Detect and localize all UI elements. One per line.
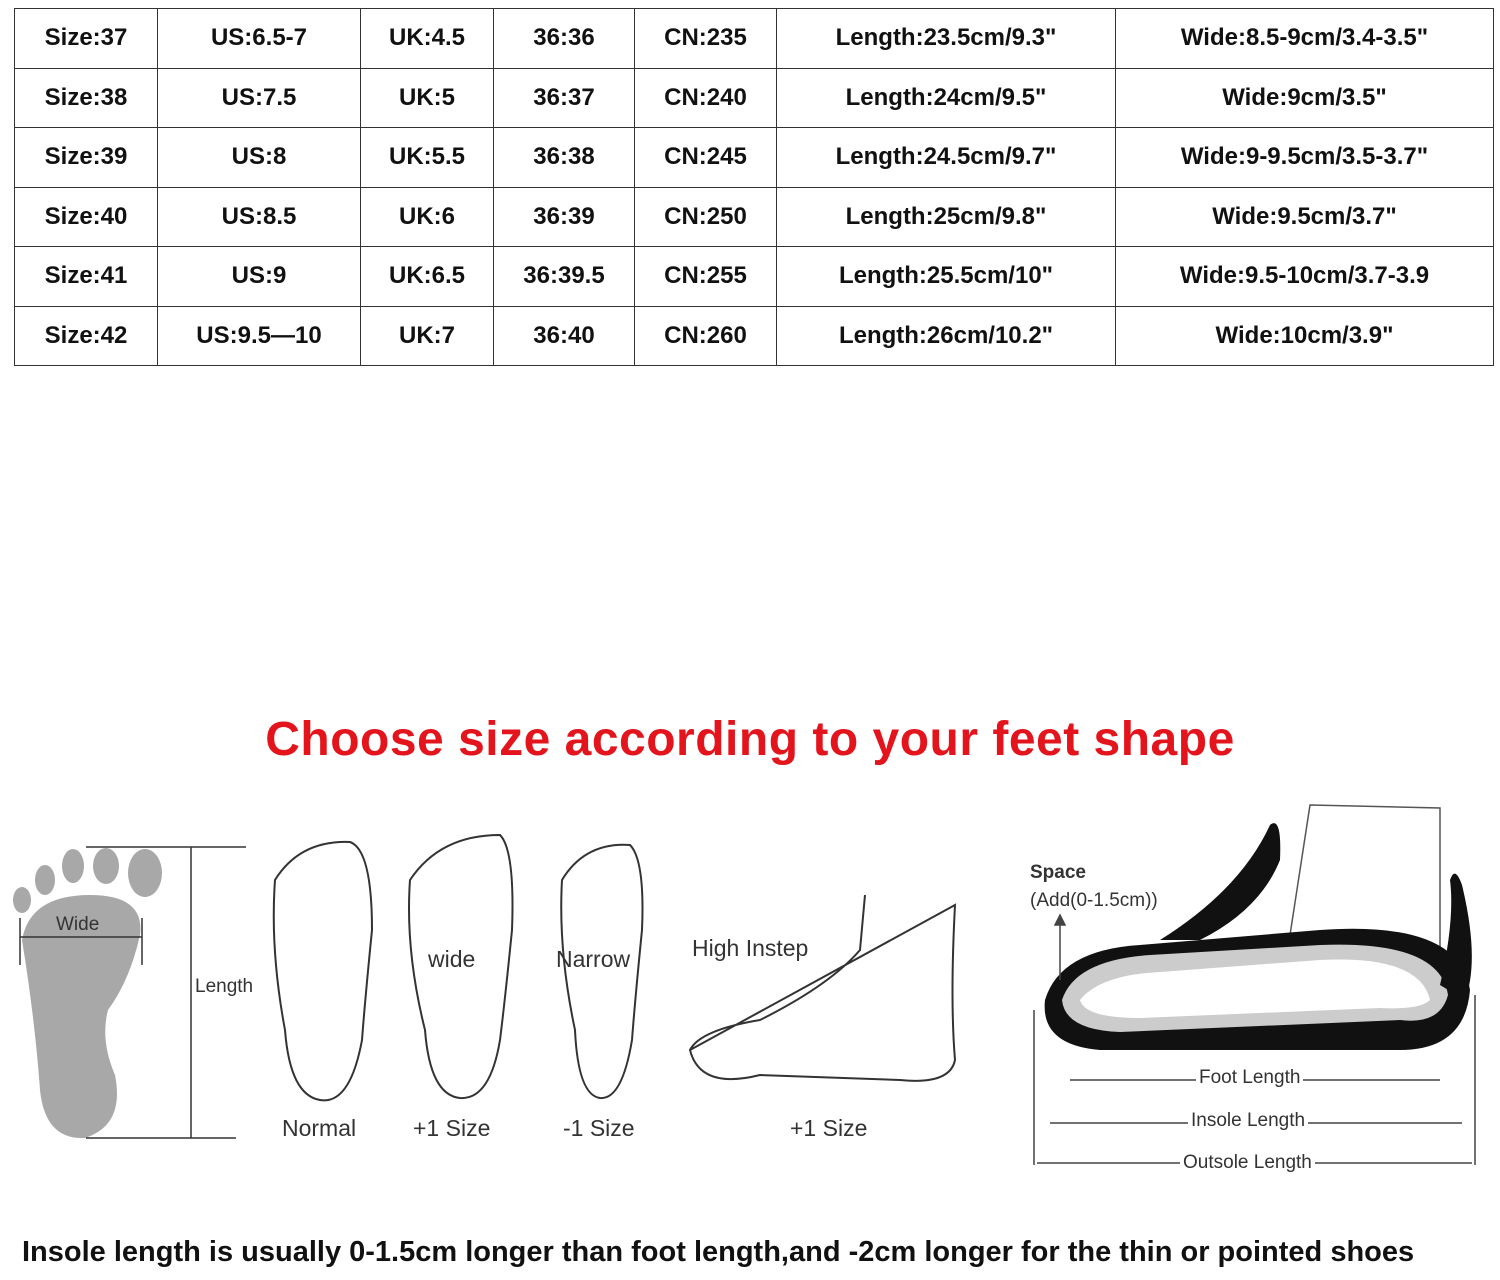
high-instep-foot-icon	[688, 894, 957, 1082]
table-cell: UK:5.5	[360, 127, 494, 188]
table-cell: Wide:9.5cm/3.7"	[1115, 186, 1494, 247]
table-cell: Size:41	[14, 246, 158, 307]
size-table: Size:37 US:6.5-7 UK:4.5 36:36 CN:235 Length:2…	[14, 8, 1494, 366]
table-row: Size:41 US:9 UK:6.5 36:39.5 CN:255 Length:25.…	[14, 246, 1494, 307]
table-cell: 36:39.5	[493, 246, 635, 307]
table-cell: US:9.5—10	[157, 305, 361, 366]
table-cell: US:7.5	[157, 67, 361, 128]
narrow-foot-label: Narrow	[556, 946, 631, 972]
table-row: Size:40 US:8.5 UK:6 36:39 CN:250 Length:25cm/…	[14, 186, 1494, 247]
table-row: Size:42 US:9.5—10 UK:7 36:40 CN:260 Length:26…	[14, 305, 1494, 366]
table-cell: Length:25cm/9.8"	[776, 186, 1116, 247]
insole-length-label: Insole Length	[1188, 1110, 1309, 1132]
table-cell: 36:38	[493, 127, 635, 188]
wide-foot-size: +1 Size	[413, 1115, 491, 1141]
table-cell: Wide:9cm/3.5"	[1115, 67, 1494, 128]
wide-label: Wide	[56, 914, 100, 935]
outsole-length-label: Outsole Length	[1180, 1152, 1315, 1174]
table-cell: Length:24cm/9.5"	[776, 67, 1116, 128]
table-cell: UK:4.5	[360, 8, 494, 69]
table-cell: US:8.5	[157, 186, 361, 247]
table-cell: Size:40	[14, 186, 158, 247]
high-instep-label: High Instep	[692, 935, 809, 961]
table-cell: 36:40	[493, 305, 635, 366]
table-cell: Length:26cm/10.2"	[776, 305, 1116, 366]
normal-foot-icon	[272, 840, 374, 1102]
table-cell: Size:42	[14, 305, 158, 366]
table-cell: CN:250	[634, 186, 777, 247]
table-cell: CN:240	[634, 67, 777, 128]
table-cell: Wide:10cm/3.9"	[1115, 305, 1494, 366]
footprint-icon	[13, 848, 162, 1139]
table-cell: UK:5	[360, 67, 494, 128]
table-cell: US:6.5-7	[157, 8, 361, 69]
table-cell: Size:38	[14, 67, 158, 128]
footer-note: Insole length is usually 0-1.5cm longer …	[22, 1236, 1415, 1268]
table-cell: 36:37	[493, 67, 635, 128]
headline: Choose size according to your feet shape	[265, 713, 1235, 766]
space-label: Space	[1030, 862, 1086, 883]
table-row: Size:38 US:7.5 UK:5 36:37 CN:240 Length:24cm/…	[14, 67, 1494, 128]
table-cell: Length:23.5cm/9.3"	[776, 8, 1116, 69]
table-cell: CN:260	[634, 305, 777, 366]
wide-foot-label: wide	[428, 946, 476, 972]
narrow-foot-icon	[560, 843, 644, 1100]
table-cell: 36:39	[493, 186, 635, 247]
table-cell: CN:255	[634, 246, 777, 307]
table-row: Size:39 US:8 UK:5.5 36:38 CN:245 Length:24.5c…	[14, 127, 1494, 188]
normal-label: Normal	[282, 1115, 357, 1141]
table-cell: Wide:9-9.5cm/3.5-3.7"	[1115, 127, 1494, 188]
space-note: (Add(0-1.5cm))	[1030, 890, 1158, 911]
wide-foot-icon	[408, 833, 514, 1100]
length-label: Length	[195, 976, 254, 997]
shoe-cross-section-icon	[1044, 804, 1472, 1050]
high-instep-size: +1 Size	[790, 1115, 868, 1141]
narrow-foot-size: -1 Size	[563, 1115, 635, 1141]
table-cell: Length:24.5cm/9.7"	[776, 127, 1116, 188]
table-cell: UK:7	[360, 305, 494, 366]
foot-length-label: Foot Length	[1196, 1067, 1304, 1089]
table-cell: Wide:9.5-10cm/3.7-3.9	[1115, 246, 1494, 307]
table-cell: Length:25.5cm/10"	[776, 246, 1116, 307]
table-cell: Size:37	[14, 8, 158, 69]
